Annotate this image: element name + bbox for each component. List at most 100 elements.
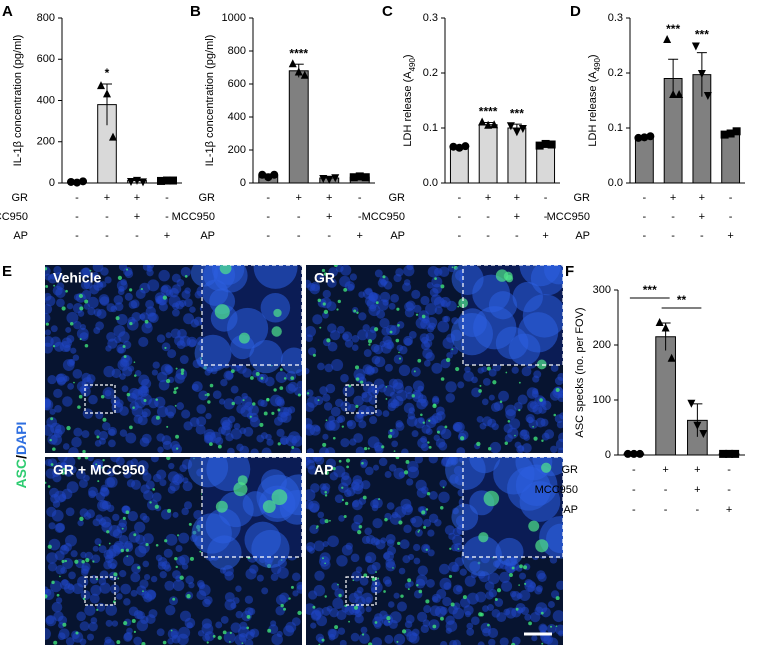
nucleus xyxy=(376,309,386,319)
nucleus xyxy=(55,564,66,575)
nucleus xyxy=(541,432,550,441)
asc-signal xyxy=(528,621,532,626)
condition-mark: + xyxy=(485,192,491,204)
nucleus xyxy=(421,424,431,434)
nucleus xyxy=(137,415,148,426)
nucleus xyxy=(111,620,119,627)
significance: * xyxy=(105,66,110,80)
bar xyxy=(449,146,469,184)
condition-mark: - xyxy=(458,230,462,242)
condition-name: GR xyxy=(574,192,591,204)
asc-signal xyxy=(555,596,560,601)
asc-signal xyxy=(389,330,393,334)
data-point xyxy=(699,430,708,438)
nucleus xyxy=(423,518,432,528)
nucleus xyxy=(306,279,312,288)
nucleus xyxy=(328,267,339,277)
condition-mark: + xyxy=(134,211,140,223)
nucleus xyxy=(123,598,131,606)
inset-asc xyxy=(478,532,489,543)
nucleus xyxy=(182,481,193,492)
nucleus xyxy=(196,404,206,414)
nucleus xyxy=(62,396,73,407)
nucleus xyxy=(54,341,65,352)
nucleus xyxy=(96,281,103,288)
nucleus xyxy=(407,553,415,560)
nucleus xyxy=(390,293,400,303)
nucleus xyxy=(70,550,78,558)
nucleus xyxy=(325,383,336,394)
nucleus xyxy=(139,512,148,521)
nucleus xyxy=(66,359,75,367)
asc-signal xyxy=(384,517,388,522)
asc-signal xyxy=(398,351,400,354)
inset-asc xyxy=(273,308,282,318)
nucleus xyxy=(359,576,369,586)
nucleus xyxy=(440,428,452,440)
asc-signal xyxy=(50,417,54,421)
asc-signal xyxy=(332,436,336,440)
asc-signal xyxy=(358,525,363,529)
asc-signal xyxy=(52,447,56,451)
nucleus xyxy=(163,548,173,558)
condition-mark: + xyxy=(104,192,110,204)
condition-mark: + xyxy=(542,230,548,242)
nucleus xyxy=(47,562,58,572)
inset-asc xyxy=(458,298,469,308)
nucleus xyxy=(306,334,314,342)
nucleus xyxy=(260,432,268,440)
asc-signal xyxy=(324,494,328,497)
nucleus xyxy=(382,410,390,417)
nucleus xyxy=(372,518,383,529)
nucleus xyxy=(145,480,155,490)
nucleus xyxy=(180,266,191,278)
asc-signal xyxy=(165,378,171,384)
nucleus xyxy=(541,400,552,411)
condition-name: AP xyxy=(563,504,578,516)
nucleus xyxy=(557,447,563,453)
nucleus xyxy=(360,461,368,469)
nucleus xyxy=(427,549,435,557)
data-point xyxy=(349,173,358,182)
asc-signal xyxy=(449,547,452,550)
panel-label: Vehicle xyxy=(53,270,101,286)
nucleus xyxy=(241,392,248,400)
nucleus xyxy=(396,321,405,329)
nucleus xyxy=(130,572,141,583)
nucleus xyxy=(181,409,191,419)
inset-nucleus xyxy=(469,457,501,474)
nucleus xyxy=(79,508,89,517)
data-point xyxy=(646,132,655,141)
asc-signal xyxy=(444,425,448,429)
asc-signal xyxy=(45,481,47,484)
nucleus xyxy=(186,336,198,348)
nucleus xyxy=(93,327,101,334)
nucleus xyxy=(47,375,57,385)
asc-signal xyxy=(355,377,360,381)
asc-signal xyxy=(61,306,66,311)
nucleus xyxy=(97,499,109,512)
nucleus xyxy=(118,518,128,528)
nucleus xyxy=(178,532,190,544)
condition-name: GR xyxy=(389,192,406,204)
asc-signal xyxy=(280,603,284,608)
nucleus xyxy=(54,550,65,561)
nucleus xyxy=(87,296,99,309)
asc-signal xyxy=(338,593,342,598)
nucleus xyxy=(128,387,140,399)
nucleus xyxy=(407,411,416,420)
nucleus xyxy=(68,446,79,453)
asc-signal xyxy=(217,635,222,640)
nucleus xyxy=(66,302,74,310)
nucleus xyxy=(212,390,222,400)
nucleus xyxy=(227,415,236,424)
nucleus xyxy=(442,337,455,349)
asc-signal xyxy=(343,287,348,292)
nucleus xyxy=(86,374,96,384)
nucleus xyxy=(420,295,430,306)
asc-signal xyxy=(533,436,538,441)
asc-signal xyxy=(133,533,137,537)
inset-nucleus xyxy=(280,347,302,374)
nucleus xyxy=(275,371,288,384)
nucleus xyxy=(388,601,395,608)
